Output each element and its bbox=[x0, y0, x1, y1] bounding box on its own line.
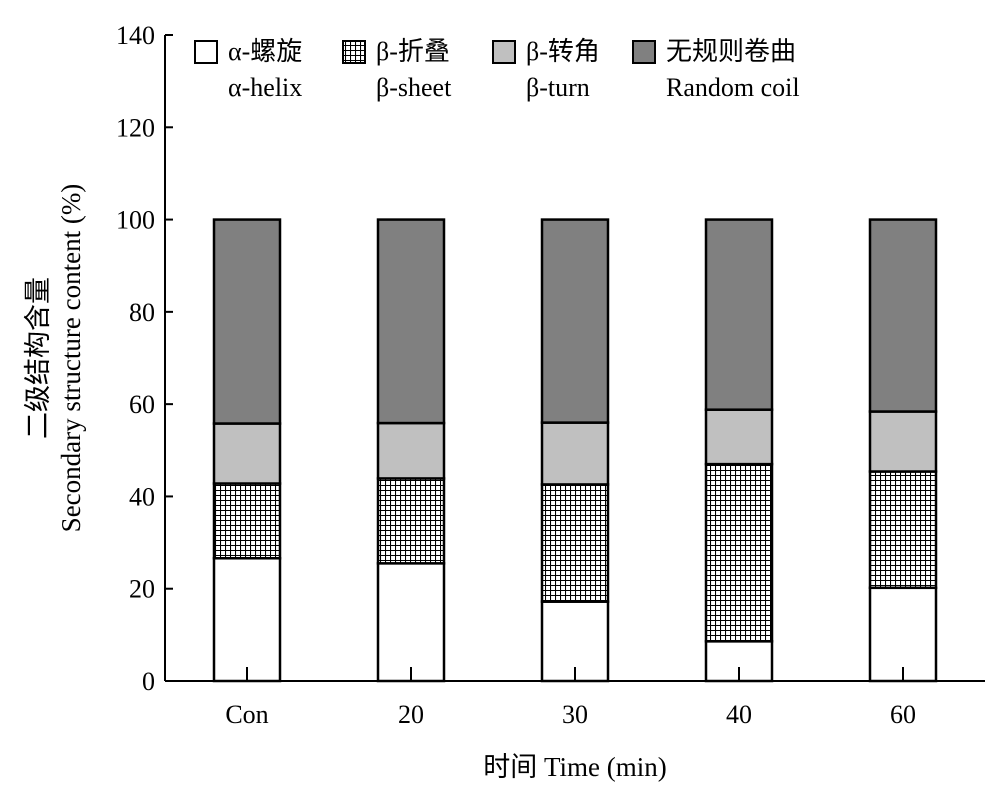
legend-item: β-转角 β-turn bbox=[492, 37, 600, 102]
bar-stack-60 bbox=[868, 218, 938, 683]
y-tick-label: 80 bbox=[129, 298, 155, 327]
bar-segment-crosshatch bbox=[868, 470, 938, 590]
legend-label-en: β-sheet bbox=[376, 73, 452, 102]
legend-swatch bbox=[632, 40, 656, 64]
bar-segment-white bbox=[212, 557, 282, 683]
x-axis-title: 时间 Time (min) bbox=[483, 752, 667, 782]
legend-label-en: β-turn bbox=[526, 73, 590, 102]
legend: α-螺旋 α-helix β-折叠 β-sheet β-转角 β-turn 无规则卷曲 Ran… bbox=[194, 37, 800, 102]
bar-stacks bbox=[212, 218, 938, 683]
bar-segment-dark-gray bbox=[704, 218, 774, 411]
y-tick-label: 140 bbox=[116, 21, 155, 50]
legend-item: β-折叠 β-sheet bbox=[342, 37, 452, 102]
legend-swatch bbox=[342, 40, 366, 64]
bar-stack-40 bbox=[704, 218, 774, 683]
bar-segment-light-gray bbox=[868, 410, 938, 473]
bar-stack-Con bbox=[212, 218, 282, 683]
bar-segment-light-gray bbox=[540, 421, 610, 486]
legend-label-en: Random coil bbox=[666, 73, 800, 102]
legend-swatch bbox=[194, 40, 218, 64]
y-tick-label: 100 bbox=[116, 206, 155, 235]
legend-item: 无规则卷曲 Random coil bbox=[632, 37, 800, 102]
legend-label-cn: α-螺旋 bbox=[228, 37, 302, 66]
y-tick-label: 60 bbox=[129, 390, 155, 419]
bar-segment-dark-gray bbox=[212, 218, 282, 425]
y-axis-title: 二级结构含量 Secondary structure content (%) bbox=[23, 184, 86, 533]
bar-segment-white bbox=[376, 562, 446, 683]
y-tick-label: 120 bbox=[116, 113, 155, 142]
bar-segment-crosshatch bbox=[540, 483, 610, 603]
x-ticks: Con 20 30 40 60 bbox=[225, 667, 916, 729]
y-axis-title-en: Secondary structure content (%) bbox=[56, 184, 86, 533]
x-tick-label: 40 bbox=[726, 700, 752, 729]
x-tick-label: 30 bbox=[562, 700, 588, 729]
legend-swatch bbox=[492, 40, 516, 64]
bar-segment-dark-gray bbox=[540, 218, 610, 424]
x-tick-label: Con bbox=[225, 700, 268, 729]
bar-segment-crosshatch bbox=[376, 477, 446, 565]
bar-stack-30 bbox=[540, 218, 610, 683]
legend-item: α-螺旋 α-helix bbox=[194, 37, 302, 102]
y-tick-label: 20 bbox=[129, 575, 155, 604]
legend-label-cn: 无规则卷曲 bbox=[666, 37, 796, 66]
bar-segment-crosshatch bbox=[704, 462, 774, 643]
y-tick-label: 40 bbox=[129, 482, 155, 511]
y-axis-title-cn: 二级结构含量 bbox=[23, 277, 53, 439]
x-axis: Con 20 30 40 60 bbox=[165, 667, 985, 729]
y-ticks: 0 20 40 60 80 100 120 140 bbox=[116, 21, 173, 696]
bar-segment-dark-gray bbox=[868, 218, 938, 413]
bar-segment-light-gray bbox=[376, 421, 446, 480]
bar-segment-light-gray bbox=[704, 408, 774, 466]
y-axis: 0 20 40 60 80 100 120 140 bbox=[116, 21, 173, 696]
bar-segment-crosshatch bbox=[212, 482, 282, 560]
legend-label-cn: β-折叠 bbox=[376, 37, 450, 66]
bar-stack-20 bbox=[376, 218, 446, 683]
y-tick-label: 0 bbox=[142, 667, 155, 696]
x-tick-label: 60 bbox=[890, 700, 916, 729]
legend-label-en: α-helix bbox=[228, 73, 302, 102]
x-tick-label: 20 bbox=[398, 700, 424, 729]
legend-label-cn: β-转角 bbox=[526, 37, 600, 66]
bar-segment-light-gray bbox=[212, 422, 282, 485]
bar-segment-dark-gray bbox=[376, 218, 446, 425]
